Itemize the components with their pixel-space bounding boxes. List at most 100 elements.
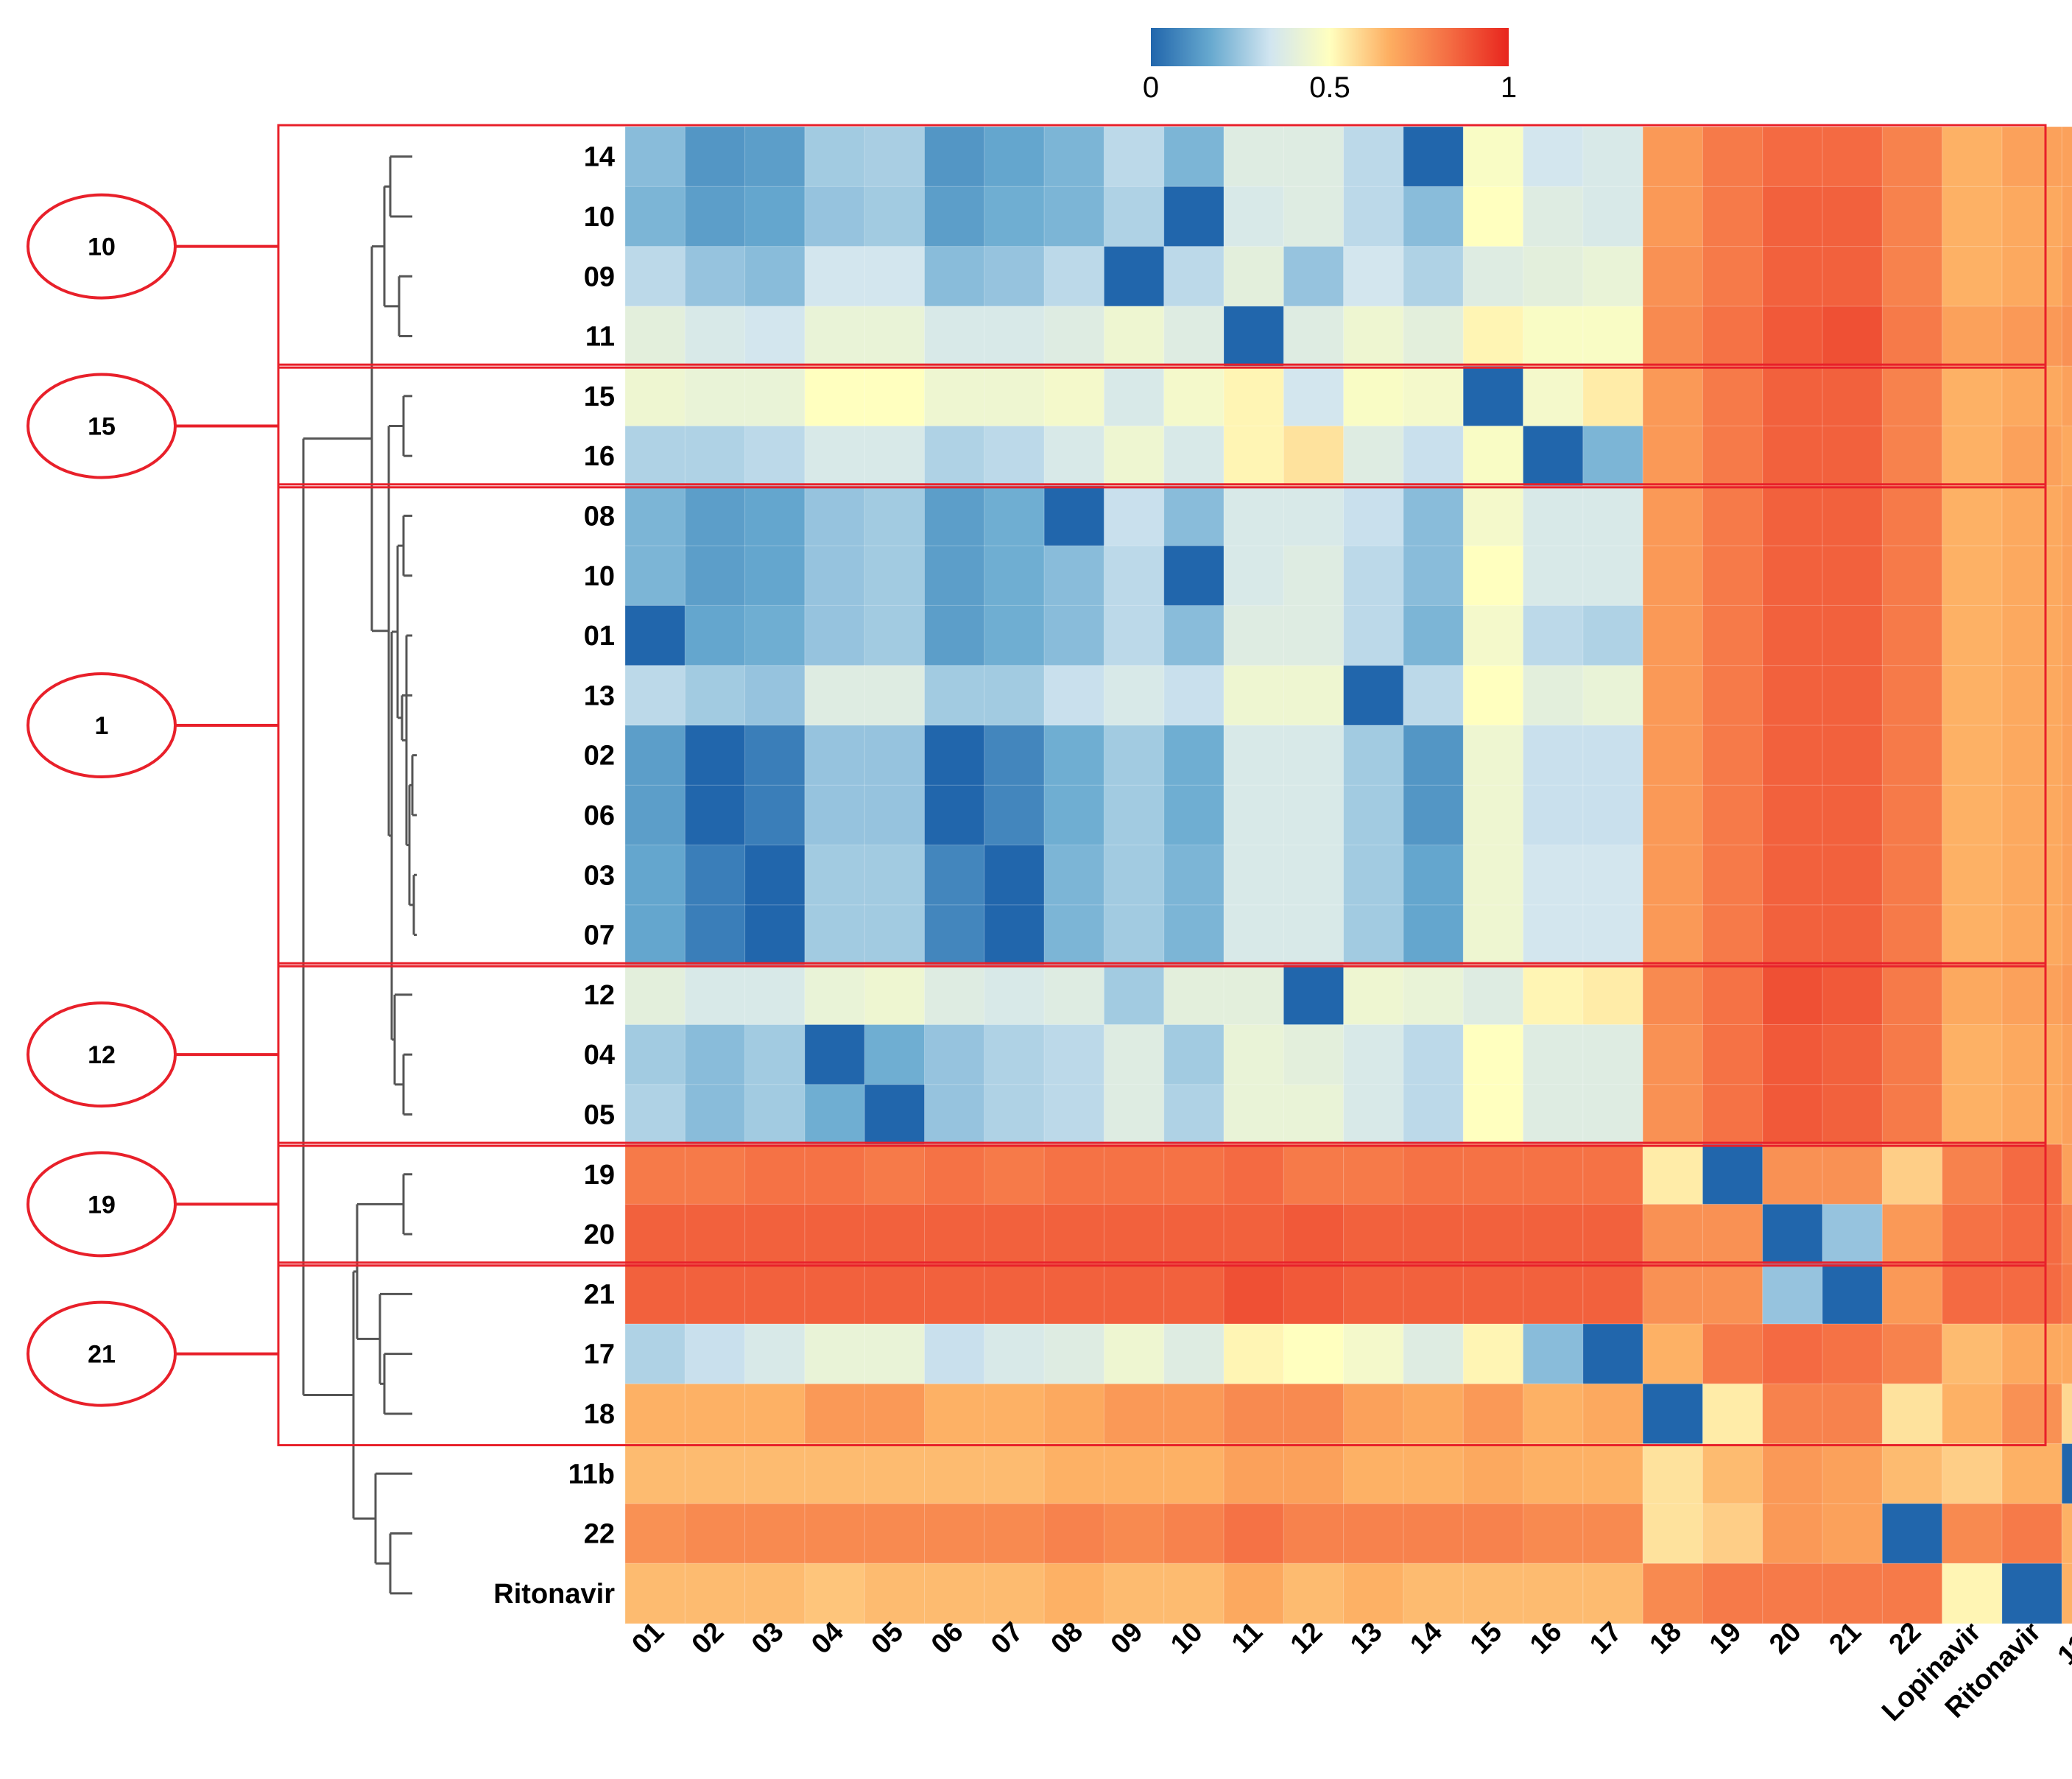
heatmap-cell: [924, 186, 985, 247]
heatmap-cell: [1642, 126, 1704, 188]
heatmap-cell: [804, 904, 866, 966]
heatmap-cell: [684, 545, 746, 607]
heatmap-cell: [624, 545, 686, 607]
heatmap-cell: [684, 1024, 746, 1085]
heatmap-cell: [624, 126, 686, 188]
heatmap-cell: [1642, 246, 1704, 307]
heatmap-cell: [984, 426, 1046, 487]
heatmap-cell: [1163, 545, 1224, 607]
heatmap-cell: [624, 1024, 686, 1085]
heatmap-cell: [1523, 605, 1584, 666]
heatmap-cell: [1762, 1443, 1823, 1504]
heatmap-cell: [984, 964, 1046, 1026]
heatmap-cell: [1702, 365, 1763, 427]
heatmap-cell: [1582, 485, 1644, 547]
heatmap-cell: [2061, 246, 2072, 307]
heatmap-cell: [1762, 904, 1823, 966]
heatmap-cell: [1043, 1443, 1105, 1504]
heatmap-cell: [2001, 845, 2063, 906]
heatmap-cell: [804, 1144, 866, 1205]
heatmap-cell: [744, 1503, 806, 1565]
heatmap-cell: [984, 1264, 1046, 1325]
heatmap-cell: [1762, 1084, 1823, 1146]
heatmap-cell: [984, 1024, 1046, 1085]
heatmap-cell: [1762, 1203, 1823, 1265]
heatmap-cell: [1822, 904, 1884, 966]
heatmap-cell: [804, 1563, 866, 1624]
colorbar: 0 0.5 1: [1143, 28, 1517, 104]
heatmap-cell: [684, 1203, 746, 1265]
row-label: 17: [584, 1339, 615, 1370]
heatmap-cell: [2061, 1563, 2072, 1624]
heatmap-cell: [1822, 605, 1884, 666]
heatmap-cell: [804, 845, 866, 906]
heatmap-cell: [1223, 545, 1285, 607]
heatmap-cell: [1582, 306, 1644, 367]
heatmap-cell: [2001, 426, 2063, 487]
cluster-label: 15: [88, 413, 116, 441]
heatmap-cell: [1223, 1503, 1285, 1565]
heatmap-cell: [744, 964, 806, 1026]
heatmap-cell: [1043, 1084, 1105, 1146]
heatmap-cell: [864, 1203, 926, 1265]
heatmap-cell: [684, 1503, 746, 1565]
heatmap-cell: [1582, 725, 1644, 786]
heatmap-cell: [1283, 485, 1345, 547]
heatmap-cell: [984, 605, 1046, 666]
heatmap-cell: [1283, 426, 1345, 487]
heatmap-cell: [624, 1264, 686, 1325]
heatmap-cell: [1523, 545, 1584, 607]
heatmap-cell: [984, 1323, 1046, 1385]
heatmap-cell: [1942, 725, 2003, 786]
heatmap-cell: [624, 605, 686, 666]
heatmap-cell: [1043, 1383, 1105, 1445]
heatmap-cell: [1582, 904, 1644, 966]
heatmap-cell: [804, 1383, 866, 1445]
heatmap-cell: [1163, 605, 1224, 666]
heatmap-cell: [1462, 1084, 1524, 1146]
heatmap-cell: [1223, 784, 1285, 846]
heatmap-cell: [2061, 904, 2072, 966]
heatmap-cell: [1881, 1563, 1943, 1624]
heatmap-cell: [924, 1443, 985, 1504]
heatmap-cell: [1881, 605, 1943, 666]
heatmap-cell: [1642, 1443, 1704, 1504]
heatmap-cell: [1762, 1264, 1823, 1325]
heatmap-cell: [1462, 186, 1524, 247]
heatmap-cell: [1403, 1203, 1465, 1265]
heatmap-cell: [1881, 1503, 1943, 1565]
heatmap-cell: [1881, 126, 1943, 188]
row-label: 11b: [568, 1459, 615, 1490]
heatmap-cell: [1881, 845, 1943, 906]
heatmap-cell: [684, 246, 746, 307]
heatmap-cell: [924, 665, 985, 727]
heatmap-cell: [1942, 1144, 2003, 1205]
heatmap-cell: [2061, 1443, 2072, 1504]
heatmap-cell: [1582, 665, 1644, 727]
heatmap-cell: [2061, 306, 2072, 367]
heatmap-cell: [1223, 126, 1285, 188]
heatmap-cell: [1642, 845, 1704, 906]
heatmap-cell: [1462, 1024, 1524, 1085]
heatmap-cell: [1881, 1024, 1943, 1085]
heatmap-cell: [1283, 1084, 1345, 1146]
heatmap-cell: [1163, 725, 1224, 786]
heatmap-cell: [1822, 1383, 1884, 1445]
heatmap-cell: [924, 545, 985, 607]
heatmap-cell: [1343, 1503, 1404, 1565]
heatmap-cell: [1762, 1144, 1823, 1205]
heatmap-cell: [1582, 246, 1644, 307]
heatmap-cell: [1403, 605, 1465, 666]
heatmap-cell: [1523, 1144, 1584, 1205]
cluster-label: 1: [95, 712, 109, 740]
heatmap-cell: [1702, 904, 1763, 966]
heatmap-cell: [1403, 365, 1465, 427]
heatmap-cell: [1343, 1563, 1404, 1624]
heatmap-cell: [804, 964, 866, 1026]
heatmap-cell: [2001, 1203, 2063, 1265]
heatmap-cell: [1403, 964, 1465, 1026]
heatmap-cell: [1822, 1203, 1884, 1265]
heatmap-cell: [1642, 665, 1704, 727]
heatmap-cell: [1582, 845, 1644, 906]
heatmap-cell: [1283, 126, 1345, 188]
